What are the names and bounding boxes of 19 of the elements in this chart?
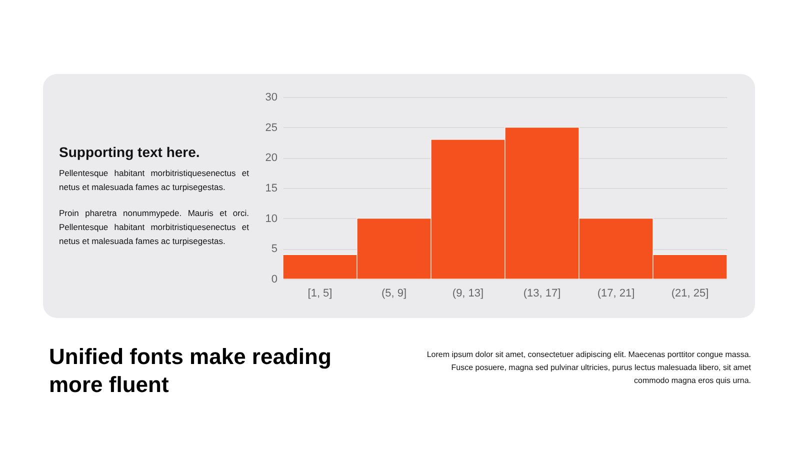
text: Fusce posuere, magna sed pulvinar ultricies, purus lectus malesuada libero, sit amet commodo magna eros quis urna. (450, 362, 751, 387)
y-tick-label: 0 (271, 274, 278, 286)
x-tick-label: (21, 25] (671, 288, 709, 300)
x-tick-label: (9, 13] (452, 288, 484, 300)
y-tick-label: 5 (271, 243, 278, 256)
x-tick-label: [1, 5] (308, 288, 332, 300)
text: Supporting text here. (59, 144, 201, 160)
text: Lorem ipsum dolor sit amet, consectetuer adipiscing elit. Maecenas porttitor congue massa. (426, 349, 751, 361)
x-tick-label: (13, 17] (523, 288, 561, 300)
x-tick-label: (5, 9] (381, 288, 407, 300)
text: Proin pharetra nonummypede. Mauris et orci. Pellentesque habitant morbitristiquesenectus et netus et malesuada fames ac turpisegestas. (59, 207, 249, 248)
x-tick-label: (17, 21] (597, 288, 635, 300)
y-tick-label: 15 (265, 182, 278, 194)
text: Pellentesque habitant morbitristiquesenectus et netus et malesuada fames ac turpisegestas. (59, 167, 249, 194)
y-tick-label: 10 (265, 212, 278, 225)
y-tick-label: 20 (265, 152, 278, 164)
y-tick-label: 30 (265, 92, 278, 104)
text: Unified fonts make reading more fluent (49, 343, 332, 399)
y-tick-label: 25 (265, 122, 278, 134)
